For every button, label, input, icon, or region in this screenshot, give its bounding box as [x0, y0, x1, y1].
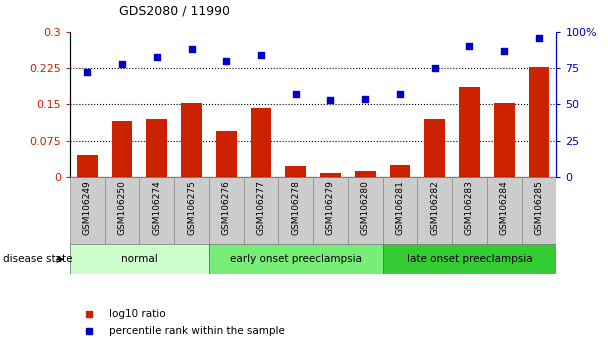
Point [83, 70, 92, 75]
Text: GDS2080 / 11990: GDS2080 / 11990 [119, 5, 230, 18]
Text: GSM106283: GSM106283 [465, 181, 474, 235]
Point [187, 46, 196, 52]
Bar [209, 177, 244, 244]
Point [326, 97, 336, 103]
Bar [390, 165, 410, 177]
Bar [174, 177, 209, 244]
Bar [382, 177, 417, 244]
Bar [487, 177, 522, 244]
Bar [70, 244, 209, 274]
Bar [250, 108, 271, 177]
Point [395, 91, 405, 97]
Point [117, 61, 127, 67]
Bar [244, 177, 278, 244]
Text: GSM106249: GSM106249 [83, 181, 92, 235]
Bar [424, 119, 445, 177]
Bar [278, 177, 313, 244]
Bar [417, 177, 452, 244]
Bar [216, 131, 237, 177]
Point [465, 44, 474, 49]
Text: GSM106282: GSM106282 [430, 181, 439, 235]
Text: GSM106284: GSM106284 [500, 181, 509, 235]
Text: GSM106285: GSM106285 [534, 181, 544, 235]
Text: late onset preeclampsia: late onset preeclampsia [407, 254, 532, 264]
Bar [459, 87, 480, 177]
Bar [355, 171, 376, 177]
Text: GSM106275: GSM106275 [187, 181, 196, 235]
Bar [77, 155, 98, 177]
Point [291, 91, 300, 97]
Point [152, 54, 162, 59]
Text: early onset preeclampsia: early onset preeclampsia [230, 254, 362, 264]
Point [221, 58, 231, 64]
Bar [70, 177, 105, 244]
Text: GSM106281: GSM106281 [395, 181, 404, 235]
Bar [181, 103, 202, 177]
Text: GSM106277: GSM106277 [257, 181, 266, 235]
Text: disease state: disease state [3, 254, 72, 264]
Bar [348, 177, 382, 244]
Text: GSM106280: GSM106280 [361, 181, 370, 235]
Point [534, 35, 544, 40]
Point [499, 48, 509, 53]
Bar [112, 121, 133, 177]
Bar [382, 244, 556, 274]
Bar [528, 67, 550, 177]
Bar [139, 177, 174, 244]
Bar [105, 177, 139, 244]
Text: GSM106276: GSM106276 [222, 181, 231, 235]
Bar [452, 177, 487, 244]
Bar [320, 173, 341, 177]
Point [256, 52, 266, 58]
Bar [147, 119, 167, 177]
Point [361, 96, 370, 102]
Text: percentile rank within the sample: percentile rank within the sample [109, 326, 285, 336]
Bar [522, 177, 556, 244]
Bar [494, 103, 514, 177]
Text: normal: normal [121, 254, 158, 264]
Bar [313, 177, 348, 244]
Text: GSM106274: GSM106274 [152, 181, 161, 235]
Text: log10 ratio: log10 ratio [109, 309, 165, 319]
Text: GSM106278: GSM106278 [291, 181, 300, 235]
Text: GSM106279: GSM106279 [326, 181, 335, 235]
Bar [285, 166, 306, 177]
Point [430, 65, 440, 71]
Bar [209, 244, 382, 274]
Text: GSM106250: GSM106250 [117, 181, 126, 235]
